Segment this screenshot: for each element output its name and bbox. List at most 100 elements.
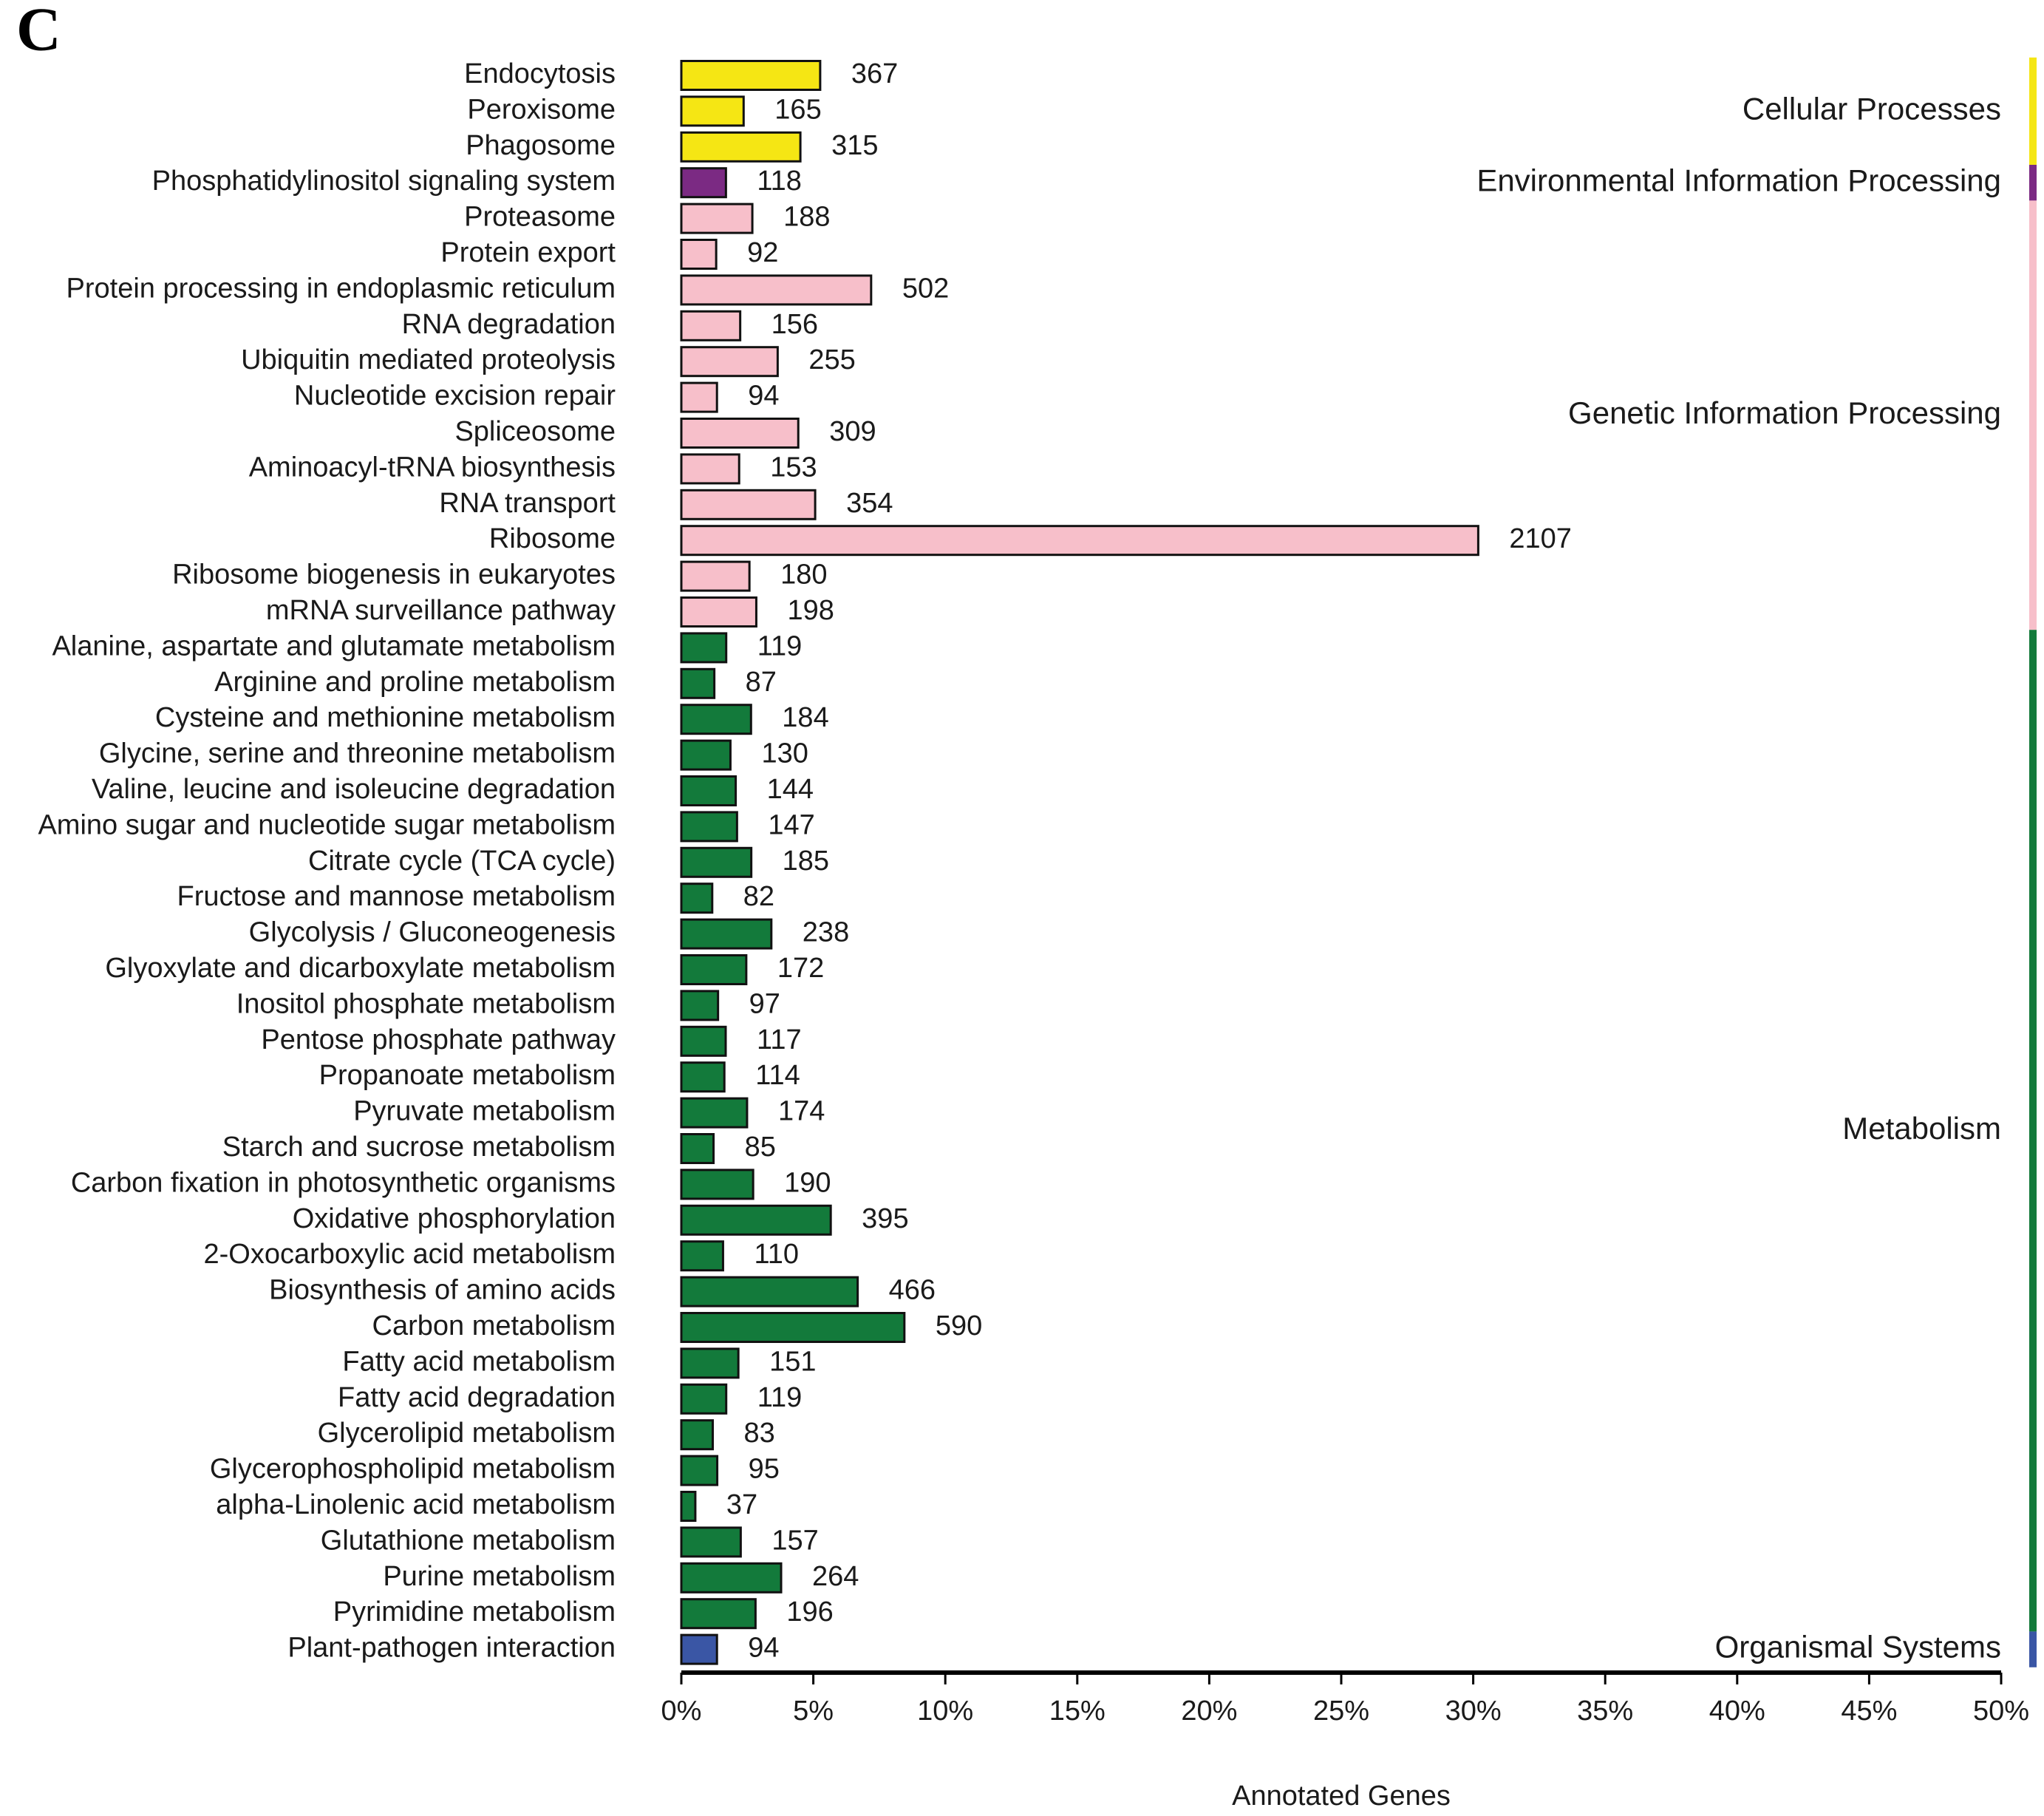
bar <box>680 310 742 341</box>
group-strip <box>2029 57 2037 165</box>
count-label: 180 <box>780 560 827 591</box>
category-label: Aminoacyl-tRNA biosynthesis <box>249 452 616 483</box>
count-label: 188 <box>783 202 830 233</box>
count-label: 94 <box>748 1633 779 1664</box>
bar <box>680 418 800 449</box>
bar <box>680 954 748 985</box>
count-label: 94 <box>748 381 779 412</box>
bar <box>680 1526 742 1558</box>
count-label: 119 <box>757 1382 803 1413</box>
category-label: Fructose and mannose metabolism <box>177 881 616 912</box>
count-label: 367 <box>851 58 898 89</box>
bar <box>680 346 779 378</box>
count-label: 2107 <box>1509 523 1572 554</box>
bar <box>680 1562 783 1594</box>
bar <box>680 739 732 771</box>
count-label: 157 <box>771 1525 818 1556</box>
category-label: 2-Oxocarboxylic acid metabolism <box>203 1239 616 1270</box>
group-label: Cellular Processes <box>1742 91 2001 126</box>
bar <box>680 1455 719 1486</box>
count-label: 144 <box>767 774 814 805</box>
x-axis-label: Annotated Genes <box>1232 1781 1451 1812</box>
group-label: Organismal Systems <box>1715 1630 2001 1664</box>
group-label: Metabolism <box>1842 1111 2001 1146</box>
count-label: 87 <box>746 667 777 698</box>
bar <box>680 596 757 628</box>
category-label: Peroxisome <box>467 94 616 125</box>
category-label: Ubiquitin mediated proteolysis <box>241 344 616 375</box>
bar <box>680 1598 757 1630</box>
category-label: Pyruvate metabolism <box>353 1096 616 1127</box>
bar <box>680 525 1479 557</box>
count-label: 354 <box>846 488 893 519</box>
x-tick-label: 25% <box>1313 1696 1369 1727</box>
category-label: alpha-Linolenic acid metabolism <box>216 1489 616 1520</box>
count-label: 92 <box>747 237 778 268</box>
count-label: 156 <box>771 309 818 340</box>
category-label: Arginine and proline metabolism <box>214 667 616 698</box>
group-strip <box>2029 165 2037 201</box>
category-label: Propanoate metabolism <box>319 1060 616 1091</box>
category-label: Phosphatidylinositol signaling system <box>152 166 616 197</box>
bar <box>680 1204 832 1236</box>
bar <box>680 775 737 806</box>
category-label: Pyrimidine metabolism <box>333 1596 616 1628</box>
category-label: Glycine, serine and threonine metabolism <box>99 738 616 769</box>
bar <box>680 1061 726 1093</box>
count-label: 255 <box>808 344 855 375</box>
x-tick-label: 35% <box>1577 1696 1633 1727</box>
count-label: 165 <box>774 94 821 125</box>
category-label: Ribosome biogenesis in eukaryotes <box>172 560 616 591</box>
count-label: 198 <box>787 595 834 626</box>
count-label: 37 <box>726 1489 757 1520</box>
bar <box>680 1419 715 1451</box>
bar <box>680 1383 728 1415</box>
category-label: Oxidative phosphorylation <box>293 1203 616 1234</box>
bar <box>680 131 802 163</box>
count-label: 114 <box>755 1060 800 1091</box>
category-label: Alanine, aspartate and glutamate metabol… <box>52 630 616 662</box>
bar <box>680 274 873 306</box>
bar <box>680 1025 727 1057</box>
count-label: 118 <box>757 166 802 197</box>
category-label: Fatty acid degradation <box>338 1382 616 1413</box>
category-label: Carbon metabolism <box>372 1310 616 1341</box>
bar <box>680 1347 740 1379</box>
count-label: 110 <box>754 1239 799 1270</box>
category-label: Protein processing in endoplasmic reticu… <box>67 273 616 304</box>
count-label: 502 <box>902 273 949 304</box>
group-strip <box>2029 200 2037 630</box>
count-label: 85 <box>745 1132 776 1163</box>
bar <box>680 667 716 699</box>
category-label: Inositol phosphate metabolism <box>236 988 616 1019</box>
category-label: mRNA surveillance pathway <box>266 595 616 626</box>
bar <box>680 1276 859 1307</box>
category-label: Glycerolipid metabolism <box>318 1418 616 1449</box>
category-label: Valine, leucine and isoleucine degradati… <box>92 774 616 805</box>
x-tick-label: 45% <box>1841 1696 1897 1727</box>
category-label: Glycolysis / Gluconeogenesis <box>249 917 616 948</box>
bar <box>680 453 740 485</box>
count-label: 97 <box>749 988 780 1019</box>
panel-label: C <box>16 0 61 64</box>
bar <box>680 203 754 234</box>
bar <box>680 883 714 914</box>
count-label: 466 <box>889 1275 936 1306</box>
bar <box>680 811 738 843</box>
group-label: Environmental Information Processing <box>1476 163 2001 197</box>
count-label: 196 <box>786 1596 833 1628</box>
bar <box>680 381 718 413</box>
x-tick-label: 15% <box>1049 1696 1106 1727</box>
count-label: 309 <box>829 416 876 447</box>
x-tick-label: 50% <box>1973 1696 2029 1727</box>
category-label: Nucleotide excision repair <box>294 381 616 412</box>
count-label: 590 <box>936 1310 982 1341</box>
category-label: Purine metabolism <box>383 1561 616 1592</box>
category-label: Glutathione metabolism <box>321 1525 616 1556</box>
count-label: 151 <box>769 1346 816 1377</box>
count-label: 130 <box>761 738 808 769</box>
category-label: Proteasome <box>464 202 616 233</box>
count-label: 119 <box>757 630 803 662</box>
category-label: RNA degradation <box>402 309 616 340</box>
